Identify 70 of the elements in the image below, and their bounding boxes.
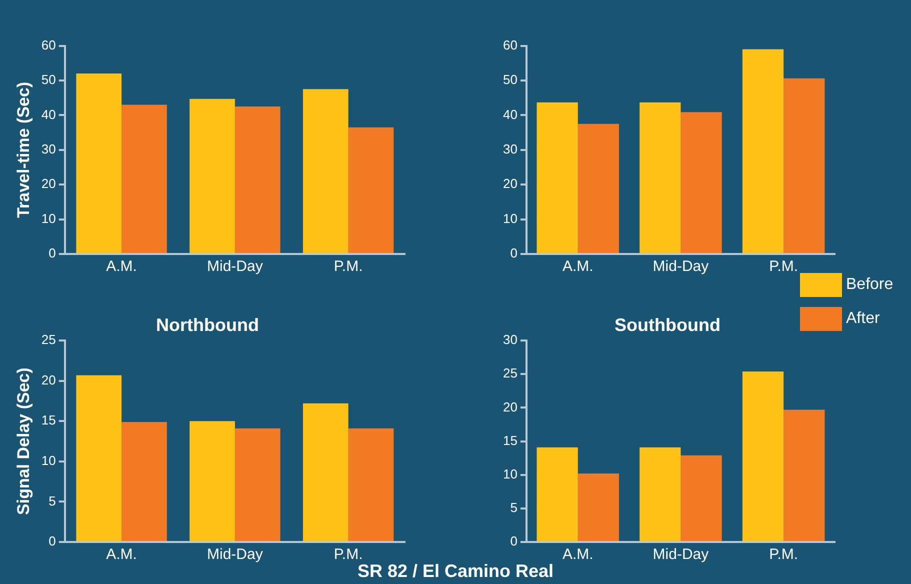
bar — [742, 49, 784, 253]
y-tick-label: 30 — [41, 141, 56, 156]
y-axis-title: Travel-time (Sec) — [14, 82, 33, 218]
y-tick-label: 20 — [41, 176, 56, 192]
x-tick-label: P.M. — [769, 258, 798, 276]
bar — [190, 421, 235, 541]
bar — [578, 124, 620, 253]
x-axis-title: SR 82 / El Camino Real — [357, 561, 554, 581]
y-tick-label: 60 — [41, 37, 56, 52]
x-tick-label: P.M. — [334, 258, 363, 276]
x-tick-label: Mid-Day — [207, 258, 264, 276]
y-tick-label: 0 — [48, 246, 56, 261]
y-tick-label: 50 — [502, 72, 518, 88]
y-tick-label: 10 — [502, 210, 518, 226]
bar — [784, 78, 825, 253]
bar — [122, 422, 167, 541]
y-tick-label: 5 — [48, 493, 56, 508]
chart-title: Northbound — [156, 314, 259, 335]
bar — [76, 375, 122, 541]
y-tick-label: 25 — [502, 366, 518, 381]
legend-label: After — [846, 310, 880, 328]
bar — [640, 447, 681, 541]
y-tick-label: 30 — [502, 332, 518, 348]
y-tick-label: 0 — [510, 246, 518, 261]
y-tick-label: 10 — [502, 466, 518, 482]
y-tick-label: 0 — [48, 534, 56, 549]
y-tick-label: 20 — [502, 176, 518, 192]
bar — [536, 447, 578, 541]
bar — [742, 371, 784, 541]
bar — [348, 428, 394, 541]
bar — [234, 428, 280, 541]
y-tick-label: 15 — [502, 432, 518, 448]
y-tick-label: 5 — [510, 500, 518, 516]
bar — [578, 474, 620, 541]
y-tick-label: 25 — [41, 332, 56, 348]
y-tick-label: 10 — [41, 210, 56, 226]
x-tick-label: Mid-Day — [207, 546, 264, 564]
y-tick-label: 60 — [502, 37, 518, 52]
bar — [302, 403, 348, 541]
bar — [234, 106, 280, 253]
y-tick-label: 30 — [502, 141, 518, 156]
bar — [784, 410, 825, 541]
bar — [122, 104, 167, 253]
x-tick-label: Mid-Day — [652, 258, 710, 276]
y-tick-label: 50 — [41, 72, 56, 88]
bar — [680, 455, 722, 541]
y-tick-label: 40 — [41, 106, 56, 122]
legend-label: Before — [846, 276, 894, 294]
x-tick-label: P.M. — [769, 546, 798, 564]
x-tick-label: Mid-Day — [652, 546, 710, 564]
y-tick-label: 0 — [510, 534, 518, 549]
y-axis-title: Signal Delay (Sec) — [14, 368, 33, 515]
y-tick-label: 40 — [502, 106, 518, 122]
bar — [348, 127, 394, 253]
y-tick-label: 20 — [502, 399, 518, 414]
y-tick-label: 15 — [41, 412, 56, 428]
bar — [536, 102, 578, 253]
bar — [76, 74, 122, 253]
x-tick-label: A.M. — [562, 258, 594, 276]
y-tick-label: 10 — [41, 453, 56, 468]
bar — [640, 102, 681, 253]
x-tick-label: A.M. — [106, 258, 137, 276]
bar — [302, 89, 348, 253]
bar — [190, 98, 235, 253]
x-tick-label: A.M. — [562, 546, 594, 564]
chart-title: Southbound — [614, 314, 720, 335]
x-tick-label: A.M. — [106, 546, 137, 564]
bar — [680, 112, 722, 253]
y-tick-label: 20 — [41, 372, 56, 388]
x-tick-label: P.M. — [334, 546, 363, 564]
